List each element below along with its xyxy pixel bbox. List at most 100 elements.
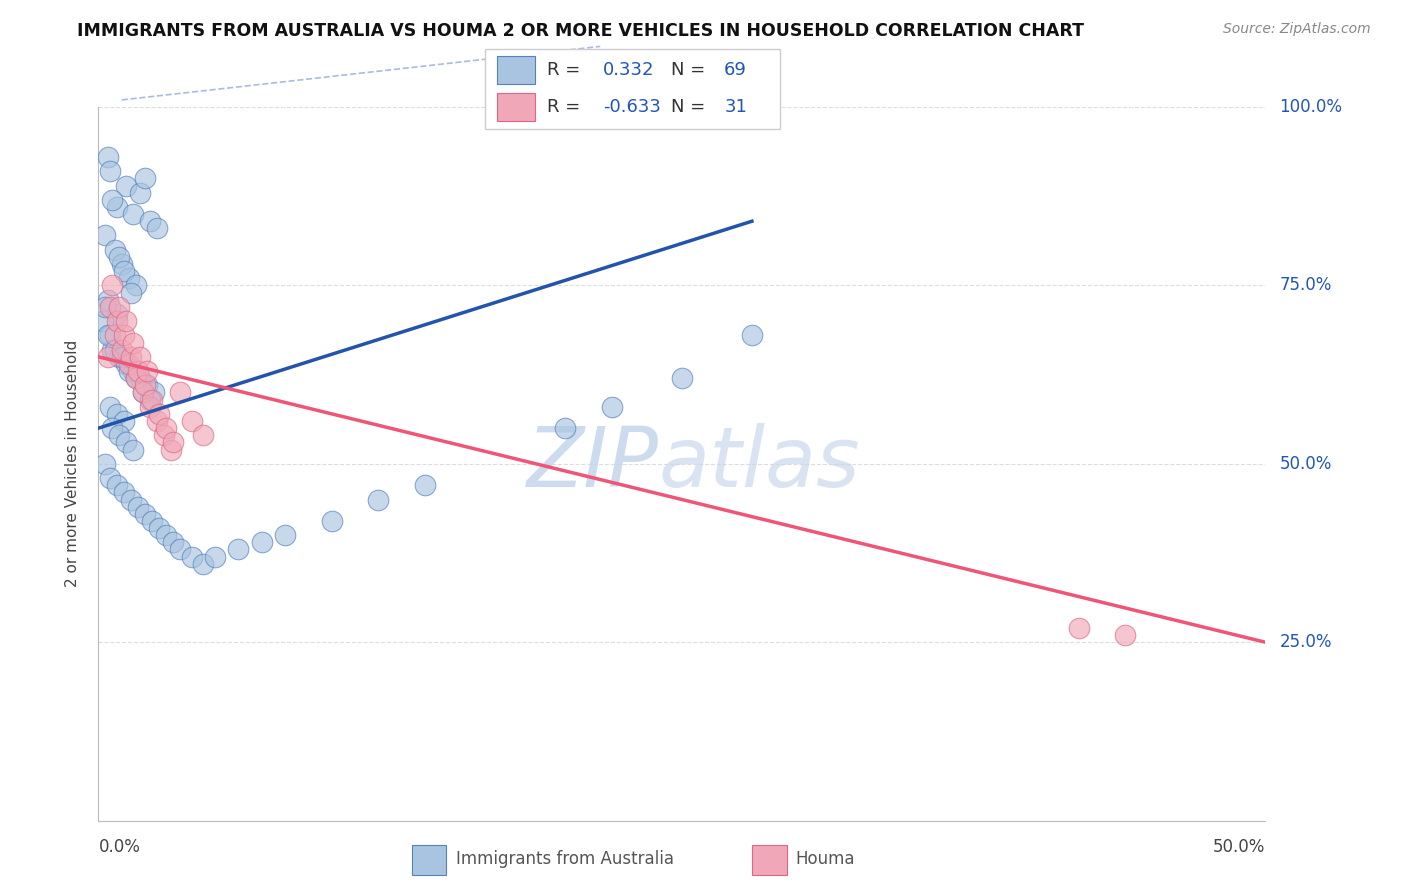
Bar xyxy=(496,56,536,85)
Point xyxy=(554,421,576,435)
Text: IMMIGRANTS FROM AUSTRALIA VS HOUMA 2 OR MORE VEHICLES IN HOUSEHOLD CORRELATION C: IMMIGRANTS FROM AUSTRALIA VS HOUMA 2 OR … xyxy=(77,22,1084,40)
Text: 50.0%: 50.0% xyxy=(1213,838,1265,856)
Point xyxy=(169,542,191,557)
Point xyxy=(139,392,162,407)
Point xyxy=(169,385,191,400)
Point xyxy=(120,285,142,300)
Text: 69: 69 xyxy=(724,62,747,79)
Point xyxy=(118,357,141,371)
Point xyxy=(98,164,121,178)
Point xyxy=(274,528,297,542)
Text: R =: R = xyxy=(547,98,586,116)
Point xyxy=(600,400,623,414)
Text: N =: N = xyxy=(671,98,711,116)
Text: Source: ZipAtlas.com: Source: ZipAtlas.com xyxy=(1223,22,1371,37)
Point xyxy=(125,278,148,293)
Point xyxy=(108,250,131,264)
Bar xyxy=(412,845,446,874)
Bar xyxy=(752,845,786,874)
Point xyxy=(98,300,121,314)
FancyBboxPatch shape xyxy=(485,49,780,129)
Point xyxy=(132,385,155,400)
Point xyxy=(105,314,128,328)
Point xyxy=(148,407,170,421)
Point xyxy=(108,428,131,442)
Text: R =: R = xyxy=(547,62,586,79)
Point xyxy=(111,257,134,271)
Point xyxy=(101,421,124,435)
Point xyxy=(127,364,149,378)
Point xyxy=(101,343,124,357)
Point xyxy=(111,343,134,357)
Point xyxy=(146,414,169,428)
Point xyxy=(105,478,128,492)
Point xyxy=(122,207,145,221)
Point xyxy=(148,521,170,535)
Point xyxy=(741,328,763,343)
Point xyxy=(105,307,128,321)
Point xyxy=(134,507,156,521)
Point xyxy=(111,350,134,364)
Point xyxy=(112,328,135,343)
Point xyxy=(127,500,149,514)
Point xyxy=(228,542,250,557)
Point xyxy=(122,335,145,350)
Point xyxy=(139,214,162,228)
Point xyxy=(120,492,142,507)
Point xyxy=(104,343,127,357)
Point xyxy=(118,271,141,285)
Point xyxy=(180,414,202,428)
Point xyxy=(141,514,163,528)
Point xyxy=(143,385,166,400)
Text: -0.633: -0.633 xyxy=(603,98,661,116)
Point xyxy=(193,557,215,571)
Point xyxy=(118,364,141,378)
Point xyxy=(105,200,128,214)
Point xyxy=(112,264,135,278)
Point xyxy=(112,485,135,500)
Point xyxy=(97,328,120,343)
Point xyxy=(134,171,156,186)
Y-axis label: 2 or more Vehicles in Household: 2 or more Vehicles in Household xyxy=(65,340,80,588)
Point xyxy=(162,535,184,549)
Text: ZIP: ZIP xyxy=(527,424,658,504)
Point xyxy=(250,535,273,549)
Text: 75.0%: 75.0% xyxy=(1279,277,1331,294)
Point xyxy=(104,328,127,343)
Point xyxy=(115,435,138,450)
Point xyxy=(94,457,117,471)
Text: 0.0%: 0.0% xyxy=(98,838,141,856)
Point xyxy=(136,378,159,392)
Point xyxy=(413,478,436,492)
Point xyxy=(141,392,163,407)
Point xyxy=(105,407,128,421)
Point xyxy=(94,228,117,243)
Text: Immigrants from Australia: Immigrants from Australia xyxy=(456,849,673,868)
Text: 31: 31 xyxy=(724,98,747,116)
Point xyxy=(122,364,145,378)
Point xyxy=(94,300,117,314)
Point xyxy=(132,385,155,400)
Point xyxy=(180,549,202,564)
Point xyxy=(136,364,159,378)
Point xyxy=(193,428,215,442)
Point xyxy=(129,186,152,200)
Point xyxy=(204,549,226,564)
Point xyxy=(98,471,121,485)
Point xyxy=(159,442,181,457)
Point xyxy=(125,371,148,385)
Point xyxy=(146,221,169,235)
Point xyxy=(1114,628,1136,642)
Point xyxy=(129,371,152,385)
Text: 25.0%: 25.0% xyxy=(1279,633,1331,651)
Point xyxy=(155,528,177,542)
Text: 100.0%: 100.0% xyxy=(1279,98,1343,116)
Point xyxy=(97,293,120,307)
Point xyxy=(122,442,145,457)
Text: atlas: atlas xyxy=(658,424,860,504)
Point xyxy=(125,371,148,385)
Point xyxy=(91,314,114,328)
Text: 50.0%: 50.0% xyxy=(1279,455,1331,473)
Point xyxy=(101,193,124,207)
Point xyxy=(97,350,120,364)
